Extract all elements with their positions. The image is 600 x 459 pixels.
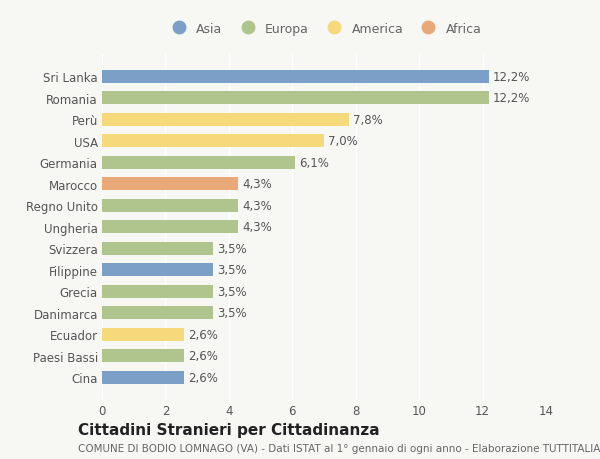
- Bar: [102, 157, 295, 169]
- Text: 4,3%: 4,3%: [242, 199, 272, 212]
- Text: 12,2%: 12,2%: [493, 71, 530, 84]
- Legend: Asia, Europa, America, Africa: Asia, Europa, America, Africa: [164, 20, 484, 38]
- Text: 4,3%: 4,3%: [242, 178, 272, 191]
- Bar: [102, 263, 213, 276]
- Bar: [102, 285, 213, 298]
- Text: 2,6%: 2,6%: [188, 349, 218, 362]
- Text: Cittadini Stranieri per Cittadinanza: Cittadini Stranieri per Cittadinanza: [78, 422, 380, 437]
- Text: 3,5%: 3,5%: [217, 307, 247, 319]
- Bar: [102, 135, 324, 148]
- Bar: [102, 307, 213, 319]
- Bar: [102, 113, 349, 127]
- Bar: [102, 349, 184, 362]
- Text: 7,0%: 7,0%: [328, 135, 358, 148]
- Text: 6,1%: 6,1%: [299, 157, 329, 169]
- Text: 3,5%: 3,5%: [217, 285, 247, 298]
- Text: 2,6%: 2,6%: [188, 371, 218, 384]
- Text: 7,8%: 7,8%: [353, 113, 383, 127]
- Bar: [102, 199, 238, 212]
- Text: 2,6%: 2,6%: [188, 328, 218, 341]
- Text: 12,2%: 12,2%: [493, 92, 530, 105]
- Text: COMUNE DI BODIO LOMNAGO (VA) - Dati ISTAT al 1° gennaio di ogni anno - Elaborazi: COMUNE DI BODIO LOMNAGO (VA) - Dati ISTA…: [78, 443, 600, 453]
- Text: 4,3%: 4,3%: [242, 221, 272, 234]
- Text: 3,5%: 3,5%: [217, 242, 247, 255]
- Bar: [102, 178, 238, 191]
- Bar: [102, 242, 213, 255]
- Bar: [102, 71, 489, 84]
- Bar: [102, 92, 489, 105]
- Bar: [102, 221, 238, 234]
- Bar: [102, 371, 184, 384]
- Text: 3,5%: 3,5%: [217, 263, 247, 277]
- Bar: [102, 328, 184, 341]
